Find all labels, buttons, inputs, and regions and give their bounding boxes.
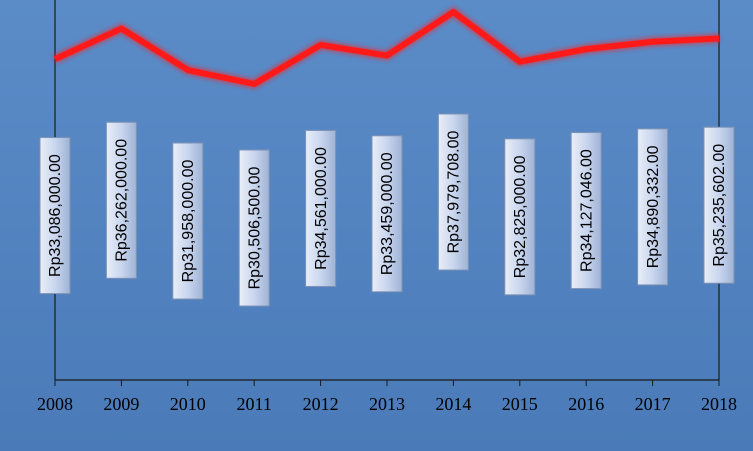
x-tick-label: 2015 xyxy=(502,394,538,414)
label-box xyxy=(305,129,337,287)
data-label-group: Rp33,459,000.00 xyxy=(371,135,403,293)
data-label: Rp35,235,602.00 xyxy=(711,144,728,267)
data-label: Rp33,086,000.00 xyxy=(47,154,64,277)
label-box xyxy=(172,142,204,300)
data-label-group: Rp32,825,000.00 xyxy=(504,138,536,296)
data-label: Rp34,127,046.00 xyxy=(578,149,595,272)
label-box xyxy=(504,138,536,296)
x-tick-label: 2018 xyxy=(701,394,737,414)
x-tick-label: 2010 xyxy=(170,394,206,414)
label-box xyxy=(637,128,669,286)
line xyxy=(53,9,720,87)
x-tick-label: 2016 xyxy=(568,394,604,414)
x-tick-label: 2011 xyxy=(237,394,272,414)
label-box xyxy=(105,121,137,279)
data-label-group: Rp31,958,000.00 xyxy=(172,142,204,300)
data-label: Rp34,890,332.00 xyxy=(645,145,662,268)
x-tick-label: 2017 xyxy=(635,394,671,414)
data-label: Rp37,979,708.00 xyxy=(446,131,463,254)
label-box xyxy=(39,137,71,295)
data-label-group: Rp34,561,000.00 xyxy=(305,129,337,287)
data-label-group: Rp34,890,332.00 xyxy=(637,128,669,286)
x-tick-label: 2008 xyxy=(37,394,73,414)
data-label: Rp32,825,000.00 xyxy=(512,155,529,278)
data-label: Rp33,459,000.00 xyxy=(379,152,396,275)
label-box xyxy=(437,113,469,271)
data-label-group: Rp30,506,500.00 xyxy=(238,149,270,307)
x-tick-label: 2014 xyxy=(435,394,471,414)
data-label: Rp34,561,000.00 xyxy=(313,147,330,270)
data-label-group: Rp37,979,708.00 xyxy=(437,113,469,271)
data-label-group: Rp36,262,000.00 xyxy=(105,121,137,279)
data-label: Rp31,958,000.00 xyxy=(180,160,197,283)
data-label-group: Rp34,127,046.00 xyxy=(570,132,602,290)
data-label: Rp30,506,500.00 xyxy=(246,167,263,290)
data-label-group: Rp33,086,000.00 xyxy=(39,137,71,295)
data-label: Rp36,262,000.00 xyxy=(114,139,131,262)
label-box xyxy=(570,132,602,290)
x-tick-label: 2013 xyxy=(369,394,405,414)
label-box xyxy=(238,149,270,307)
x-tick-label: 2012 xyxy=(303,394,339,414)
label-box xyxy=(703,126,735,284)
data-label-group: Rp35,235,602.00 xyxy=(703,126,735,284)
x-tick-label: 2009 xyxy=(103,394,139,414)
label-box xyxy=(371,135,403,293)
